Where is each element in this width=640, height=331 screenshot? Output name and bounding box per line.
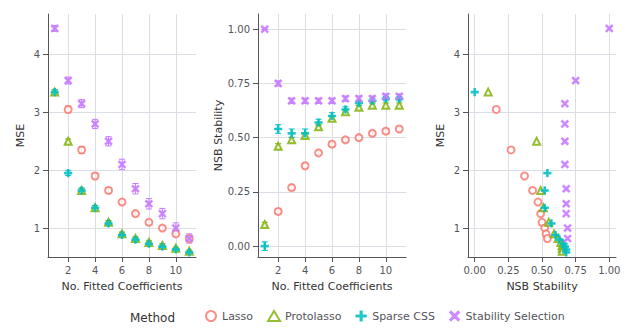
svg-text:2: 2 [65, 265, 71, 276]
svg-text:No. Fitted Coefficients: No. Fitted Coefficients [272, 280, 393, 293]
svg-text:4: 4 [92, 265, 98, 276]
svg-text:Protolasso: Protolasso [285, 310, 342, 323]
svg-text:0.50: 0.50 [228, 132, 250, 143]
svg-text:0.00: 0.00 [228, 241, 250, 252]
svg-text:Sparse CSS: Sparse CSS [372, 310, 435, 323]
svg-text:10: 10 [169, 265, 182, 276]
svg-text:4: 4 [454, 49, 460, 60]
svg-text:MSE: MSE [434, 124, 447, 147]
svg-text:Lasso: Lasso [222, 310, 253, 323]
svg-text:2: 2 [454, 165, 460, 176]
svg-text:3: 3 [34, 107, 40, 118]
svg-text:NSB Stability: NSB Stability [506, 280, 578, 293]
svg-text:6: 6 [329, 265, 335, 276]
svg-text:10: 10 [379, 265, 392, 276]
svg-text:0.25: 0.25 [497, 265, 519, 276]
svg-text:1: 1 [454, 223, 460, 234]
svg-text:0.00: 0.00 [464, 265, 486, 276]
svg-text:4: 4 [34, 49, 40, 60]
svg-text:MSE: MSE [14, 124, 27, 147]
svg-text:0.50: 0.50 [531, 265, 553, 276]
svg-text:No. Fitted Coefficients: No. Fitted Coefficients [62, 280, 183, 293]
svg-text:8: 8 [146, 265, 152, 276]
svg-text:Stability Selection: Stability Selection [466, 310, 565, 323]
svg-text:8: 8 [356, 265, 362, 276]
svg-text:3: 3 [454, 107, 460, 118]
svg-text:1.00: 1.00 [228, 24, 250, 35]
svg-text:2: 2 [34, 165, 40, 176]
svg-text:1.00: 1.00 [598, 265, 620, 276]
svg-text:4: 4 [302, 265, 308, 276]
svg-text:1: 1 [34, 223, 40, 234]
svg-text:0.75: 0.75 [565, 265, 587, 276]
svg-text:0.75: 0.75 [228, 78, 250, 89]
svg-text:NSB Stability: NSB Stability [212, 99, 225, 171]
svg-text:2: 2 [275, 265, 281, 276]
svg-text:6: 6 [119, 265, 125, 276]
svg-text:0.25: 0.25 [228, 186, 250, 197]
svg-text:Method: Method [130, 311, 175, 325]
